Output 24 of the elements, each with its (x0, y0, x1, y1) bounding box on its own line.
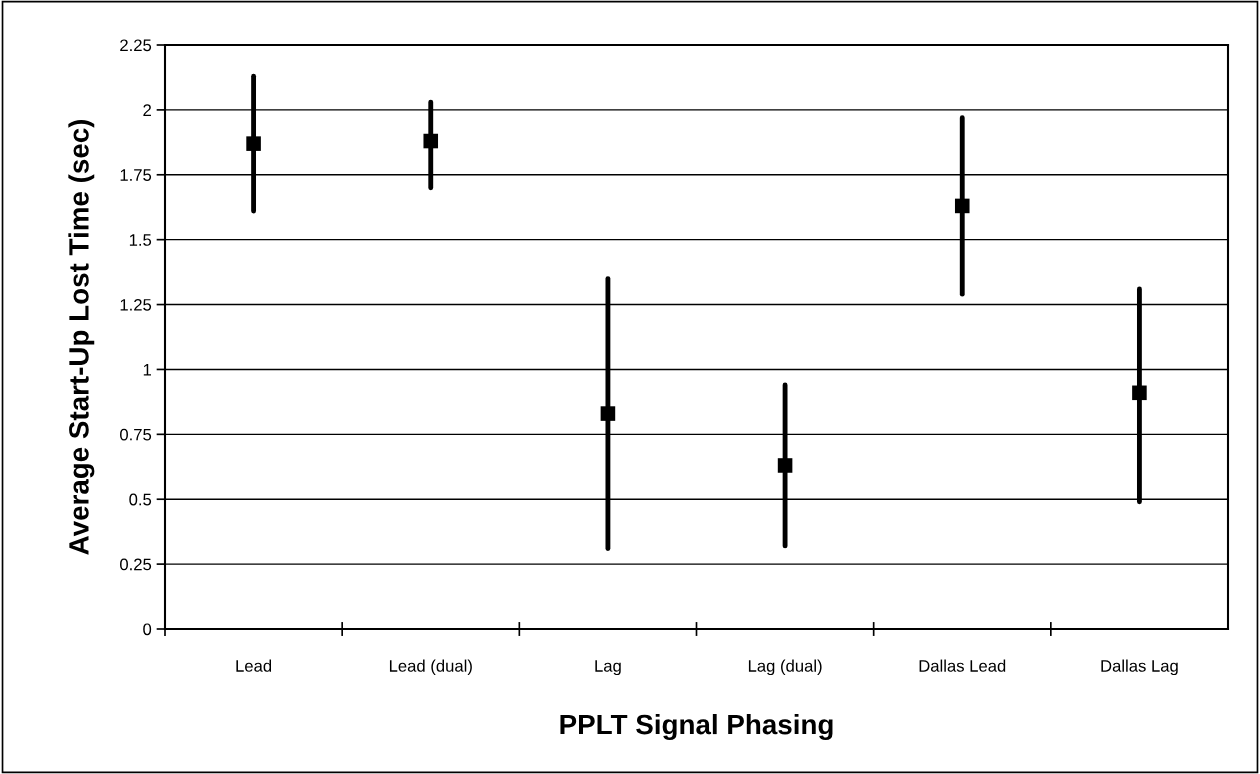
x-tick-label: Lag (dual) (748, 659, 822, 676)
x-tick-label: Lag (595, 660, 621, 676)
y-tick-label: 0.25 (120, 558, 152, 571)
x-tick-label: Dallas Lag (1101, 659, 1178, 676)
point (954, 198, 970, 214)
y-tick-label: 2 (143, 104, 151, 116)
point (777, 458, 793, 473)
y-tick-label: 1.75 (120, 169, 152, 181)
y-tick-label: 0.75 (120, 428, 152, 441)
y-tick-label: 0 (143, 623, 152, 636)
y-axis-title: Average Start-Up Lost Time (sec) (68, 119, 95, 555)
point (1132, 385, 1147, 401)
x-axis-title: PPLT Signal Phasing (560, 713, 833, 740)
y-tick-label: 2.25 (120, 39, 152, 52)
y-tick-label: 1.25 (120, 298, 152, 311)
point (600, 406, 616, 421)
x-tick-label: Lead (236, 659, 272, 672)
y-tick-label: 1 (143, 364, 151, 376)
point (423, 133, 439, 149)
y-tick-label: 1.5 (129, 234, 152, 246)
x-tick-label: Lead (dual) (389, 659, 472, 676)
x-tick-label: Dallas Lead (919, 659, 1006, 672)
point (246, 136, 261, 151)
y-tick-label: 0.5 (129, 493, 152, 506)
